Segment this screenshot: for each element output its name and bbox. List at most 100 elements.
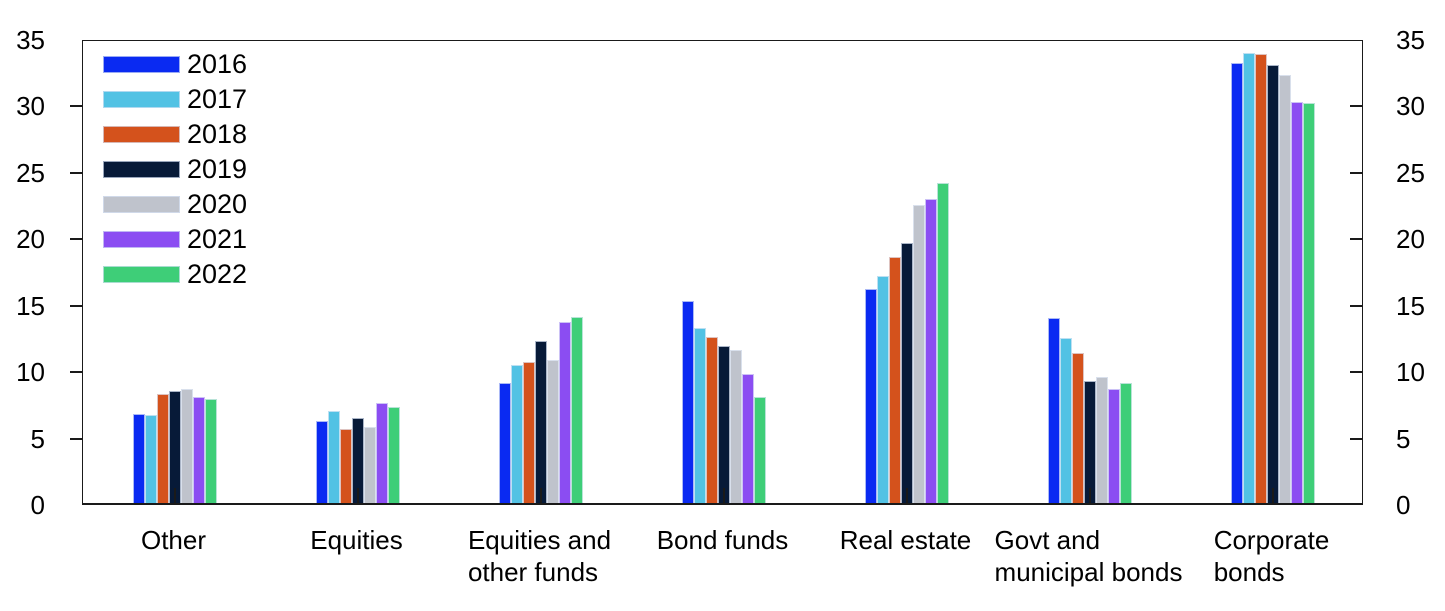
bar-2016-category-1 xyxy=(132,414,145,503)
bar-2016-category-7 xyxy=(1230,63,1243,503)
bar-2017-category-7 xyxy=(1242,53,1255,503)
plot-area xyxy=(82,40,1363,505)
bar-2021-category-4 xyxy=(741,374,754,503)
legend-swatch-2022 xyxy=(103,266,180,283)
y-axis-tick-right xyxy=(1350,371,1362,374)
y-axis-label-left: 35 xyxy=(16,25,45,55)
y-axis-tick-left xyxy=(70,171,82,174)
x-axis-category-label: Govt and municipal bonds xyxy=(994,525,1183,587)
legend-swatch-2017 xyxy=(103,91,180,108)
legend-item-2019: 2019 xyxy=(103,152,247,187)
legend-swatch-2019 xyxy=(103,161,180,178)
bar-2019-category-7 xyxy=(1266,65,1279,503)
legend: 2016 2017 2018 2019 2020 2021 2022 xyxy=(103,47,247,292)
bar-2021-category-5 xyxy=(924,199,937,503)
bar-2022-category-3 xyxy=(570,317,583,503)
legend-item-2016: 2016 xyxy=(103,47,247,82)
bar-2017-category-5 xyxy=(876,276,889,503)
bar-2022-category-4 xyxy=(753,397,766,503)
bar-2016-category-3 xyxy=(498,383,511,503)
legend-item-2017: 2017 xyxy=(103,82,247,117)
bar-2016-category-6 xyxy=(1047,318,1060,503)
y-axis-label-left: 10 xyxy=(16,357,45,388)
y-axis-label-left: 20 xyxy=(16,224,45,255)
legend-label-2022: 2022 xyxy=(187,259,248,289)
bar-2022-category-1 xyxy=(204,399,217,503)
y-axis-label-right: 25 xyxy=(1396,157,1425,188)
bar-2018-category-2 xyxy=(339,429,352,503)
bar-2021-category-7 xyxy=(1290,102,1303,503)
bar-2021-category-1 xyxy=(192,397,205,503)
y-axis-label-right: 30 xyxy=(1396,91,1425,122)
bar-2019-category-3 xyxy=(534,341,547,503)
legend-label-2021: 2021 xyxy=(187,224,248,254)
bar-2017-category-6 xyxy=(1059,338,1072,503)
y-axis-label-left: 15 xyxy=(16,290,45,321)
legend-item-2020: 2020 xyxy=(103,187,247,222)
legend-item-2021: 2021 xyxy=(103,222,247,257)
legend-item-2022: 2022 xyxy=(103,257,247,292)
x-axis-category-label: Bond funds xyxy=(656,525,789,555)
bar-2018-category-4 xyxy=(705,337,718,503)
x-axis-category-label: Equities and other funds xyxy=(467,525,612,587)
bar-2022-category-6 xyxy=(1119,383,1132,503)
bar-2019-category-1 xyxy=(168,391,181,503)
x-axis-tick xyxy=(539,488,542,503)
y-axis-label-left: 25 xyxy=(16,157,45,188)
bar-2016-category-4 xyxy=(681,301,694,503)
bar-2018-category-7 xyxy=(1254,54,1267,503)
legend-label-2019: 2019 xyxy=(187,154,248,184)
bar-2016-category-2 xyxy=(315,421,328,503)
y-axis-label-left: 5 xyxy=(30,423,45,454)
bar-2020-category-3 xyxy=(546,360,559,503)
legend-swatch-2018 xyxy=(103,126,180,143)
bar-2022-category-2 xyxy=(387,407,400,503)
bar-2021-category-2 xyxy=(375,403,388,503)
legend-swatch-2020 xyxy=(103,196,180,213)
bar-2021-category-3 xyxy=(558,322,571,503)
y-axis-label-right: 5 xyxy=(1396,423,1411,454)
bar-2020-category-7 xyxy=(1278,75,1291,503)
bar-2021-category-6 xyxy=(1107,389,1120,503)
legend-swatch-2016 xyxy=(103,56,180,73)
y-axis-tick-left xyxy=(70,437,82,440)
y-axis-tick-right xyxy=(1350,171,1362,174)
bar-2019-category-2 xyxy=(351,418,364,503)
bar-2017-category-1 xyxy=(144,415,157,503)
bar-2017-category-4 xyxy=(693,328,706,503)
y-axis-label-right: 15 xyxy=(1396,290,1425,321)
bar-2019-category-5 xyxy=(900,243,913,503)
bar-2019-category-4 xyxy=(717,346,730,503)
bar-2017-category-3 xyxy=(510,365,523,503)
legend-label-2016: 2016 xyxy=(187,49,248,79)
bar-2019-category-6 xyxy=(1083,381,1096,503)
y-axis-tick-left xyxy=(70,238,82,241)
x-axis-category-label: Real estate xyxy=(839,525,972,555)
y-axis-label-right: 10 xyxy=(1396,357,1425,388)
y-axis-tick-right xyxy=(1350,304,1362,307)
bar-2020-category-1 xyxy=(180,389,193,503)
bar-2020-category-4 xyxy=(729,350,742,503)
bar-2020-category-2 xyxy=(363,427,376,503)
x-axis-tick xyxy=(356,488,359,503)
legend-label-2017: 2017 xyxy=(187,84,248,114)
y-axis-label-left: 30 xyxy=(16,91,45,122)
legend-item-2018: 2018 xyxy=(103,117,247,152)
y-axis-label-right: 35 xyxy=(1396,25,1425,55)
y-axis-tick-right xyxy=(1350,238,1362,241)
y-axis-tick-left xyxy=(70,371,82,374)
y-axis-label-left: 0 xyxy=(30,490,45,520)
bar-2018-category-5 xyxy=(888,257,901,503)
x-axis-category-label: Equities xyxy=(310,525,403,555)
bar-2020-category-6 xyxy=(1095,377,1108,503)
x-axis-tick xyxy=(173,488,176,503)
y-axis-label-right: 20 xyxy=(1396,224,1425,255)
bar-2022-category-7 xyxy=(1302,103,1315,503)
y-axis-tick-right xyxy=(1350,105,1362,108)
x-axis-tick xyxy=(722,488,725,503)
bar-2016-category-5 xyxy=(864,289,877,503)
bar-2022-category-5 xyxy=(936,183,949,503)
x-axis-tick xyxy=(1271,488,1274,503)
y-axis-label-right: 0 xyxy=(1396,490,1411,520)
